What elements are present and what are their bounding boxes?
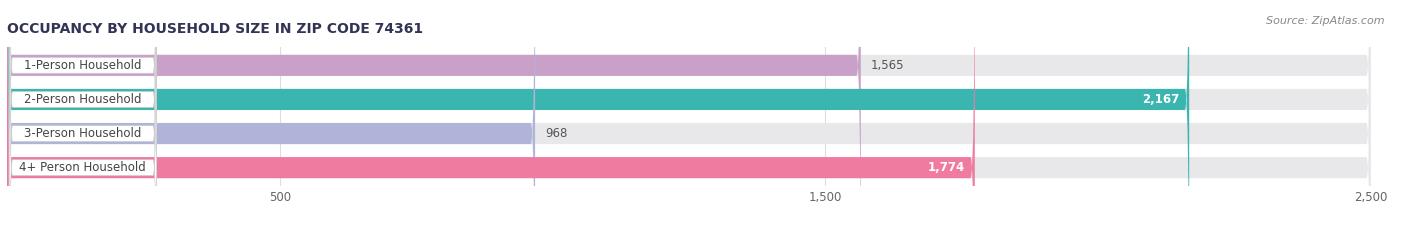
FancyBboxPatch shape <box>7 0 1371 233</box>
FancyBboxPatch shape <box>7 0 974 233</box>
FancyBboxPatch shape <box>10 0 156 233</box>
Text: 2,167: 2,167 <box>1142 93 1180 106</box>
Text: Source: ZipAtlas.com: Source: ZipAtlas.com <box>1267 16 1385 26</box>
FancyBboxPatch shape <box>7 0 536 233</box>
FancyBboxPatch shape <box>10 0 156 233</box>
FancyBboxPatch shape <box>7 0 1371 233</box>
FancyBboxPatch shape <box>10 0 156 233</box>
FancyBboxPatch shape <box>10 0 156 233</box>
Text: 3-Person Household: 3-Person Household <box>24 127 142 140</box>
FancyBboxPatch shape <box>7 0 1371 233</box>
FancyBboxPatch shape <box>7 0 860 233</box>
Text: 1,565: 1,565 <box>870 59 904 72</box>
FancyBboxPatch shape <box>7 0 1189 233</box>
Text: OCCUPANCY BY HOUSEHOLD SIZE IN ZIP CODE 74361: OCCUPANCY BY HOUSEHOLD SIZE IN ZIP CODE … <box>7 22 423 36</box>
FancyBboxPatch shape <box>7 0 1371 233</box>
Text: 4+ Person Household: 4+ Person Household <box>20 161 146 174</box>
Text: 1,774: 1,774 <box>928 161 965 174</box>
Text: 1-Person Household: 1-Person Household <box>24 59 142 72</box>
Text: 2-Person Household: 2-Person Household <box>24 93 142 106</box>
Text: 968: 968 <box>546 127 567 140</box>
